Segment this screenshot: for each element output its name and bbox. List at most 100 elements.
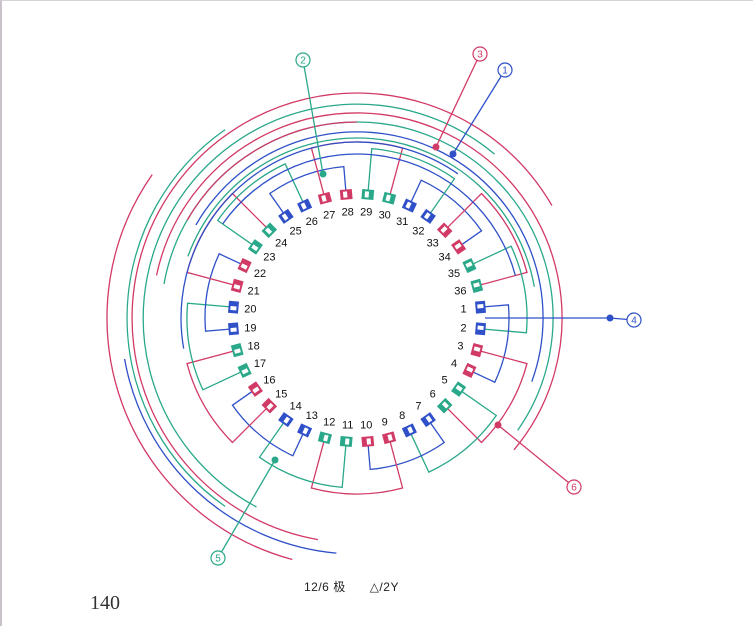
coil-group-red — [445, 349, 528, 444]
slot-number: 22 — [254, 268, 266, 280]
slot-number: 16 — [263, 374, 275, 386]
connection-arc-green — [142, 103, 496, 508]
terminal-2: 2 — [295, 52, 311, 68]
junction-dot — [606, 314, 614, 322]
slot-number: 30 — [379, 210, 391, 222]
terminal-4: 4 — [626, 312, 642, 328]
coil-group-green — [216, 163, 305, 247]
slot-number: 36 — [454, 285, 466, 297]
slot-gap — [241, 368, 249, 375]
slot-number: 5 — [442, 374, 448, 386]
slot-26 — [297, 198, 313, 213]
slot-9 — [382, 431, 397, 445]
slot-29 — [361, 188, 375, 201]
slot-gap — [266, 402, 274, 410]
slot-number: 13 — [306, 410, 318, 422]
slot-11 — [339, 435, 353, 448]
slot-number: 35 — [448, 268, 460, 280]
slot-gap — [425, 415, 433, 423]
slot-gap — [230, 327, 237, 333]
slot-gap — [366, 438, 372, 445]
connection-arc-red — [155, 112, 563, 451]
terminal-number: 3 — [477, 50, 483, 61]
coil-group-blue — [470, 304, 510, 384]
junction-dot — [271, 456, 279, 464]
slot-number: 1 — [461, 304, 467, 316]
connection-arc-red — [131, 92, 553, 541]
slot-number: 33 — [427, 237, 439, 249]
slot-32 — [420, 208, 436, 224]
slot-gap — [234, 348, 241, 354]
terminal-number: 6 — [571, 483, 577, 494]
slot-number: 15 — [275, 389, 287, 401]
slot-number: 17 — [254, 358, 266, 370]
junction-dot — [319, 170, 327, 178]
slot-gap — [473, 346, 481, 352]
figure-caption: 12/6 极 △/2Y — [304, 578, 399, 595]
slot-number: 26 — [306, 216, 318, 228]
coil-group-red — [445, 192, 528, 287]
terminal-6: 6 — [566, 479, 582, 495]
connection-arc-green — [187, 137, 535, 287]
slot-gap — [466, 366, 474, 373]
lead-1 — [452, 69, 506, 155]
terminal-circle — [210, 550, 226, 566]
slot-number: 3 — [457, 341, 463, 353]
slot-number: 23 — [263, 252, 275, 264]
coil-group-red — [186, 349, 269, 444]
connection-arc-blue — [222, 153, 517, 276]
slot-7 — [420, 412, 436, 428]
terminal-number: 1 — [502, 66, 508, 77]
coil-group-green — [258, 420, 347, 489]
slot-gap — [454, 242, 462, 250]
slot-gap — [302, 427, 309, 435]
slot-number: 31 — [396, 216, 408, 228]
slot-8 — [401, 423, 417, 438]
slot-gap — [423, 212, 431, 220]
slot-gap — [342, 191, 348, 198]
terminal-1: 1 — [497, 62, 513, 78]
slot-gap — [455, 384, 463, 392]
terminal-3: 3 — [472, 46, 488, 62]
coil-group-green — [367, 147, 456, 216]
lead-2 — [302, 59, 324, 175]
connection-type-label: △/2Y — [369, 580, 399, 594]
terminal-circle — [497, 62, 513, 78]
slot-24 — [261, 222, 278, 239]
slot-27 — [317, 191, 332, 205]
slot-19 — [227, 322, 240, 336]
slot-number: 9 — [382, 416, 388, 428]
terminal-number: 2 — [300, 56, 306, 67]
slot-number: 19 — [244, 322, 256, 334]
coil-group-blue — [367, 420, 446, 471]
slot-gap — [364, 191, 370, 198]
slot-16 — [247, 381, 263, 397]
slot-gap — [441, 401, 449, 409]
slot-number: 20 — [244, 304, 256, 316]
slot-2 — [474, 322, 487, 336]
slot-number: 11 — [342, 420, 353, 432]
slot-gap — [387, 434, 393, 441]
slot-14 — [278, 412, 294, 428]
page-number: 140 — [90, 592, 120, 614]
slot-number: 4 — [451, 358, 457, 370]
slot-gap — [407, 426, 414, 434]
slot-28 — [339, 188, 353, 201]
terminal-leads — [217, 53, 635, 559]
slot-number: 12 — [323, 416, 335, 428]
slot-23 — [247, 239, 263, 255]
slot-4 — [462, 362, 477, 378]
slot-number: 21 — [247, 285, 259, 297]
junction-dot — [449, 150, 457, 158]
slot-number: 29 — [360, 206, 372, 218]
pole-ratio-label: 12/6 极 — [304, 580, 346, 594]
slot-gap — [240, 263, 248, 270]
lead-3 — [435, 53, 481, 148]
slot-gap — [230, 305, 237, 311]
slot-30 — [382, 191, 397, 205]
lead-6 — [497, 424, 575, 488]
slot-number: 8 — [399, 410, 405, 422]
terminal-circle — [626, 312, 642, 328]
slot-34 — [451, 239, 467, 255]
